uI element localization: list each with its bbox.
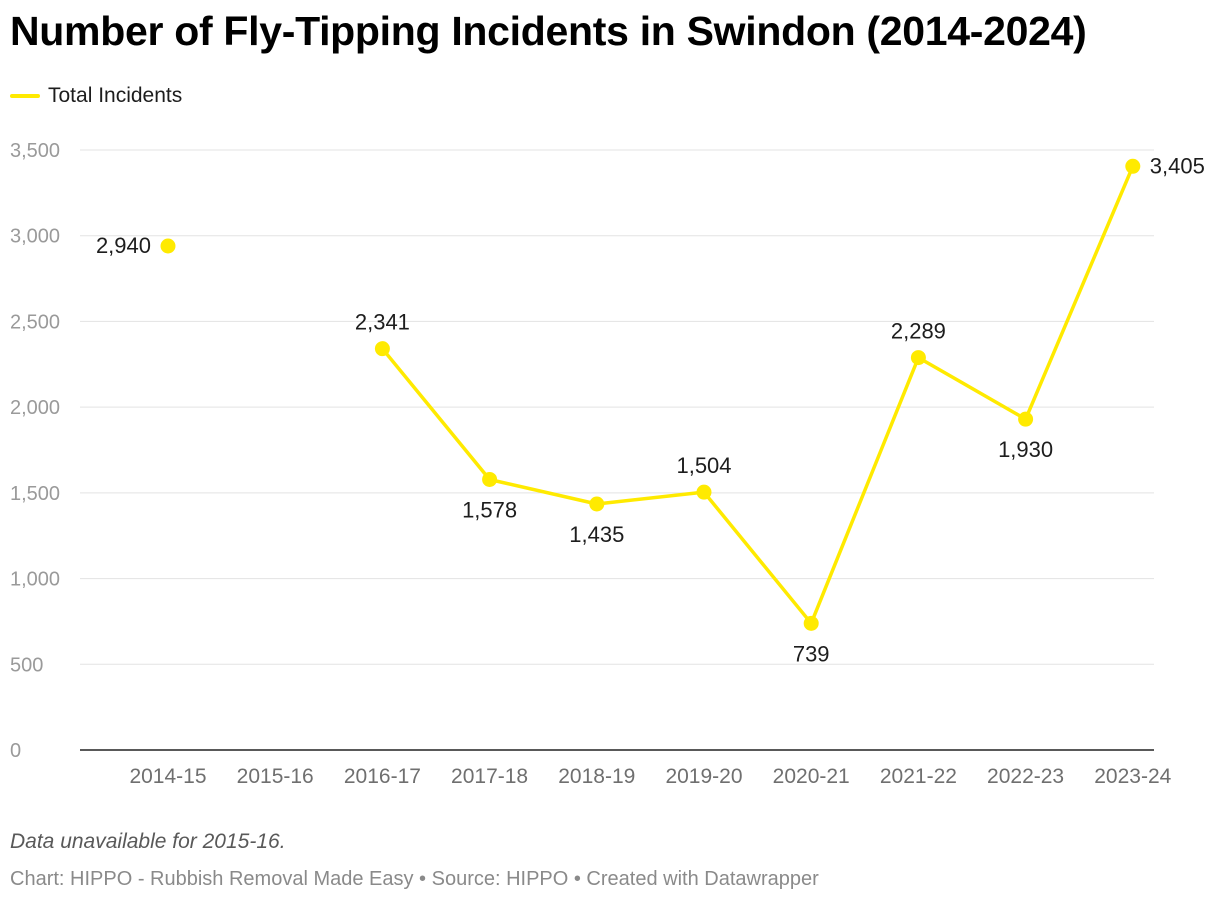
data-label: 2,940 [96, 233, 151, 258]
data-point [589, 496, 605, 512]
legend-swatch [10, 94, 40, 98]
data-label: 2,289 [891, 319, 946, 344]
y-tick-label: 0 [10, 740, 21, 762]
x-tick-label: 2018-19 [558, 765, 635, 788]
data-label: 1,930 [998, 437, 1053, 462]
data-point [1125, 158, 1141, 174]
x-tick-label: 2014-15 [129, 765, 206, 788]
legend-label: Total Incidents [48, 84, 183, 107]
data-label: 3,405 [1150, 153, 1205, 178]
series-line [380, 164, 1135, 626]
y-tick-label: 500 [10, 654, 43, 676]
data-label: 1,578 [462, 497, 517, 522]
y-tick-label: 1,000 [10, 569, 60, 591]
y-tick-label: 3,500 [10, 140, 60, 162]
data-point [696, 484, 712, 500]
data-point [803, 615, 819, 631]
data-point [482, 471, 498, 487]
x-tick-label: 2021-22 [880, 765, 957, 788]
data-point [910, 350, 926, 366]
x-tick-label: 2023-24 [1094, 765, 1171, 788]
x-tick-label: 2022-23 [987, 765, 1064, 788]
legend: Total Incidents [10, 84, 182, 108]
data-label: 739 [793, 641, 830, 666]
x-tick-label: 2016-17 [344, 765, 421, 788]
source-credit: Chart: HIPPO - Rubbish Removal Made Easy… [10, 868, 819, 890]
x-tick-label: 2020-21 [773, 765, 850, 788]
x-tick-label: 2019-20 [665, 765, 742, 788]
x-tick-label: 2015-16 [237, 765, 314, 788]
y-tick-label: 1,500 [10, 483, 60, 505]
data-label: 1,504 [676, 453, 731, 478]
data-point [1018, 411, 1034, 427]
data-point [160, 238, 176, 254]
data-point [374, 341, 390, 357]
x-tick-label: 2017-18 [451, 765, 528, 788]
footnote: Data unavailable for 2015-16. [10, 830, 286, 853]
data-label: 2,341 [355, 310, 410, 335]
chart-title: Number of Fly-Tipping Incidents in Swind… [10, 8, 1087, 54]
y-tick-label: 2,500 [10, 311, 60, 333]
y-tick-label: 3,000 [10, 226, 60, 248]
y-tick-label: 2,000 [10, 397, 60, 419]
data-label: 1,435 [569, 522, 624, 547]
